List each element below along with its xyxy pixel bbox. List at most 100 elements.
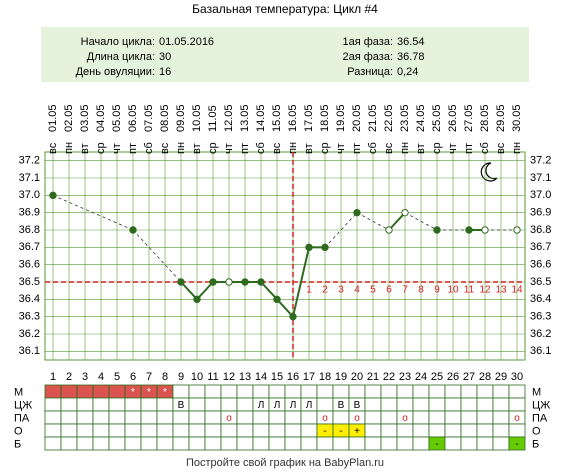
x-tick-label: 7 [146,371,152,383]
phase-day-label: 2 [322,285,328,296]
y-tick-label-right: 37.1 [530,172,551,184]
y-tick-label: 36.3 [19,311,40,323]
temperature-segment [180,281,198,301]
cell-text: - [515,439,518,450]
weekday-label: вс [159,142,171,154]
table-cell [396,384,414,399]
phase-day-label: 12 [479,285,491,296]
table-cell [124,436,142,451]
info-value: 36.78 [397,51,425,63]
temperature-point [513,226,521,234]
x-tick-label: 12 [223,371,235,383]
x-tick-label: 24 [415,371,427,383]
date-label: 24.05 [415,104,427,132]
table-cell [44,423,62,438]
table-cell [444,436,462,451]
table-cell [92,410,110,425]
weekday-label: вт [303,143,315,154]
info-value: 01.05.2016 [159,36,214,48]
table-cell [332,384,350,399]
table-cell [188,384,206,399]
table-cell [332,436,350,451]
temperature-point [353,208,361,217]
row-label-right: О [532,425,541,437]
cell-text: * [131,387,135,398]
weekday-label: ср [207,142,219,154]
table-cell [204,423,222,438]
footer: Постройте свой график на BabyPlan.ru [186,457,384,469]
table-cell [220,384,238,399]
table-cell [364,410,382,425]
temperature-segment [356,212,390,231]
x-tick-label: 19 [335,371,347,383]
table-cell [268,384,286,399]
cell-text: * [163,387,167,398]
y-tick-label: 37.0 [19,189,40,201]
weekday-label: чт [223,143,235,154]
table-cell [476,384,494,399]
table-cell [92,436,110,451]
y-tick-label-right: 36.8 [530,224,551,236]
phase-day-label: 5 [370,285,376,296]
y-tick-label-right: 36.5 [530,276,551,288]
weekday-label: вс [47,142,59,154]
table-cell [108,384,126,399]
weekday-label: чт [447,143,459,154]
weekday-label: вс [495,142,507,154]
cell-text: o [514,413,520,424]
phase-day-label: 8 [418,285,424,296]
row-label: М [14,386,23,398]
table-cell [124,410,142,425]
table-cell [364,436,382,451]
phase-day-label: 1 [306,285,312,296]
table-cell [60,384,78,399]
table-cell [476,410,494,425]
table-cell [108,410,126,425]
y-tick-label-right: 36.1 [530,345,551,357]
table-cell [332,410,350,425]
temperature-segment [260,281,278,301]
cell-text: o [354,413,360,424]
phase-day-label: 10 [447,285,459,296]
y-tick-label-right: 36.2 [530,328,551,340]
weekday-label: вт [79,143,91,154]
table-cell [204,410,222,425]
table-cell [300,384,318,399]
cell-text: В [338,400,345,411]
table-cell [76,410,94,425]
table-cell [508,397,526,412]
table-cell [348,384,366,399]
table-cell [508,384,526,399]
weekday-label: чт [335,143,347,154]
y-tick-label: 36.9 [19,207,40,219]
table-cell [140,410,158,425]
temperature-segment [276,298,294,318]
x-tick-label: 22 [383,371,395,383]
table-cell [428,423,446,438]
info-label: Длина цикла: [87,51,155,63]
cell-text: - [323,426,326,437]
temperature-point [193,295,201,304]
cell-text: o [402,413,408,424]
table-cell [44,410,62,425]
phase-day-label: 6 [386,285,392,296]
table-cell [236,384,254,399]
table-cell [476,423,494,438]
weekday-label: сб [143,142,155,154]
temperature-point [177,278,185,286]
table-cell [284,436,302,451]
weekday-label: пт [239,143,251,154]
x-tick-label: 13 [239,371,251,383]
date-label: 10.05 [191,104,203,132]
info-label: День овуляции: [76,66,155,78]
temperature-point [241,278,249,286]
table-cell [44,397,62,412]
x-tick-label: 10 [191,371,203,383]
date-label: 03.05 [79,104,91,132]
temperature-segment [324,212,358,248]
x-tick-label: 15 [271,371,283,383]
weekday-label: вс [383,142,395,154]
weekday-label: сб [367,142,379,154]
x-tick-label: 25 [431,371,443,383]
table-cell [140,397,158,412]
